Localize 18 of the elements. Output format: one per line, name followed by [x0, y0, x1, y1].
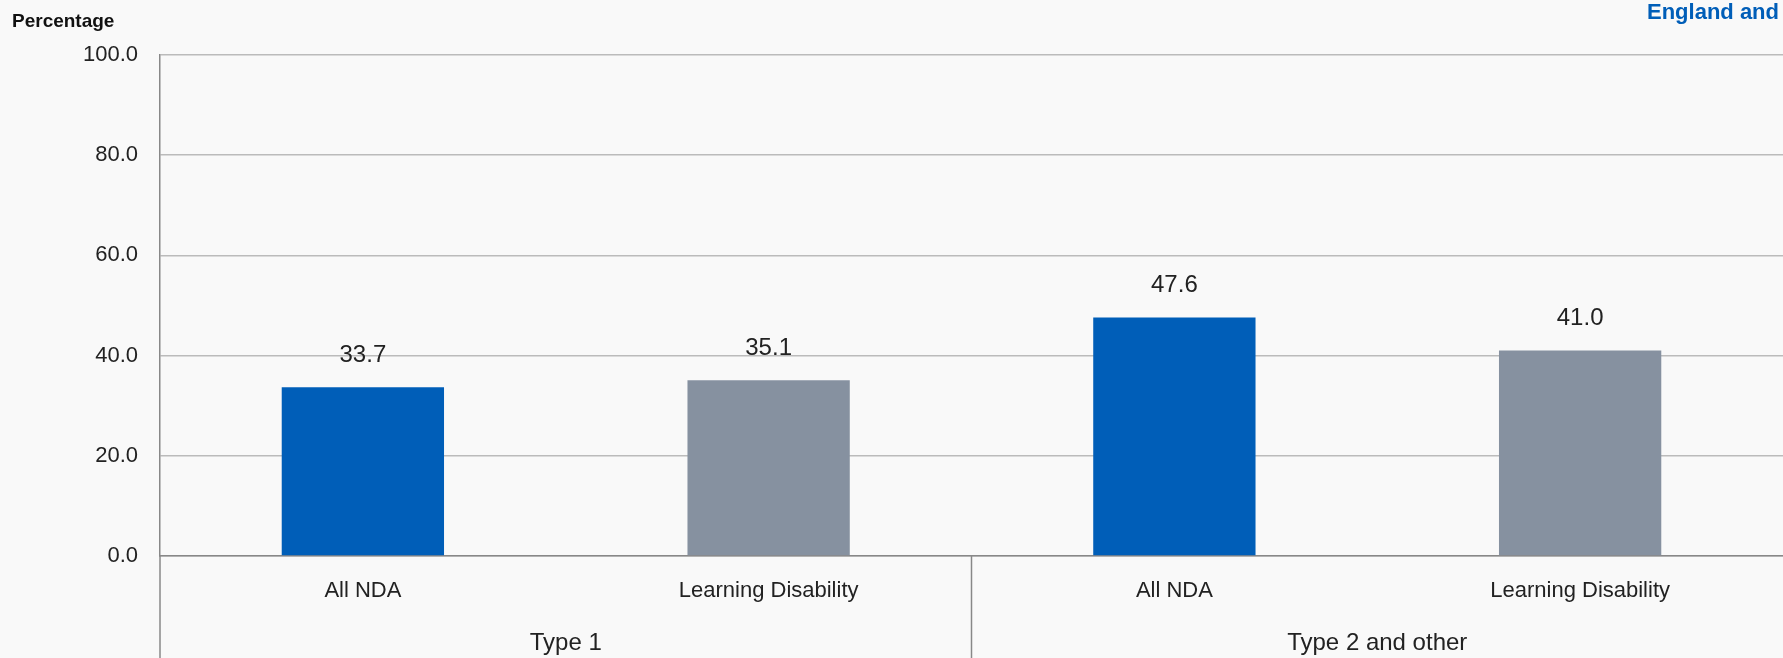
x-tick-label: Learning Disability — [1490, 577, 1671, 603]
y-tick-label: 80.0 — [95, 141, 138, 167]
y-tick-label: 40.0 — [95, 341, 138, 367]
text: Type 1 — [529, 627, 602, 655]
data-label: 47.6 — [1151, 270, 1198, 298]
data-label: 35.1 — [745, 332, 792, 360]
y-axis-title: Percentage — [12, 9, 115, 31]
x-tick-label: All NDA — [324, 577, 402, 603]
y-tick-label: 60.0 — [95, 241, 138, 267]
data-label: 33.7 — [339, 339, 387, 367]
y-tick-label: 0.0 — [107, 542, 138, 568]
text: England and — [1647, 0, 1779, 25]
text: Type 2 and other — [1287, 627, 1468, 655]
x-tick-label: Learning Disability — [678, 577, 859, 603]
data-label: 41.0 — [1556, 303, 1604, 331]
y-tick-label: 20.0 — [95, 441, 138, 467]
x-tick-label: All NDA — [1135, 577, 1214, 603]
y-tick-label: 100.0 — [82, 41, 138, 67]
